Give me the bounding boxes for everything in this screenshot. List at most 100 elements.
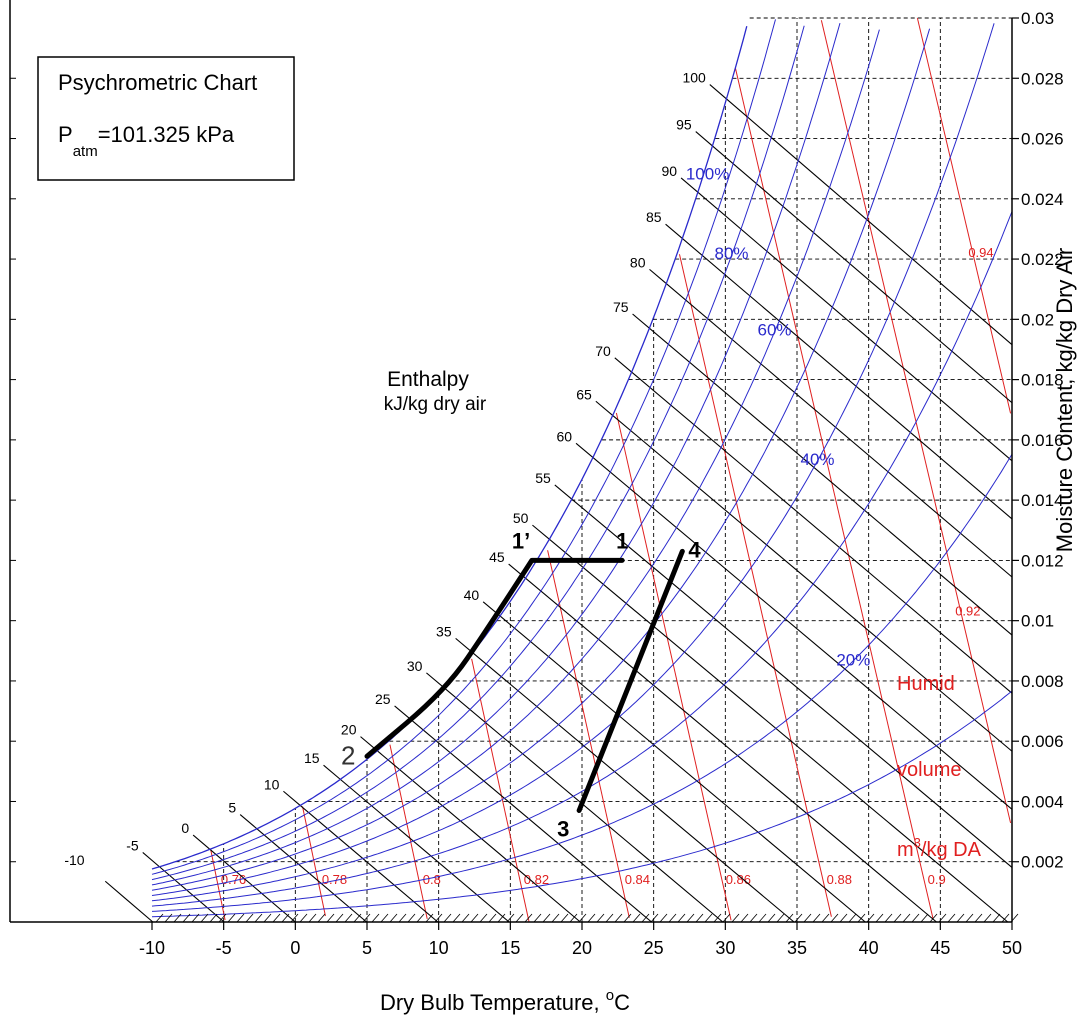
x-tick-label: 20	[572, 938, 592, 958]
enthalpy-tick-label: 10	[264, 776, 280, 792]
enthalpy-extension	[649, 268, 667, 285]
baseline-hatch	[191, 913, 200, 923]
rh-curve	[151, 453, 1013, 912]
enthalpy-tick-label: 15	[304, 750, 320, 766]
baseline-hatch	[740, 913, 749, 923]
rh-curve	[151, 19, 776, 875]
baseline-hatch	[281, 913, 290, 923]
enthalpy-extension	[665, 223, 683, 239]
enthalpy-line	[104, 880, 154, 923]
humid-volume-label: Humid	[897, 673, 955, 695]
rh-curve	[151, 28, 931, 896]
baseline-hatch	[641, 913, 650, 923]
humid-volume-value-label: 0.82	[524, 872, 549, 887]
baseline-hatch	[767, 913, 776, 923]
baseline-hatch	[200, 913, 209, 923]
baseline-hatch	[272, 913, 281, 923]
enthalpy-tick-label: 100	[682, 70, 706, 86]
humid-volume-value-label: 0.84	[625, 872, 650, 887]
baseline-hatch	[452, 913, 461, 923]
title-box	[37, 56, 295, 181]
enthalpy-label: Enthalpy	[387, 368, 469, 391]
relative-humidity-curves	[151, 19, 1013, 918]
x-tick-label: 0	[290, 938, 300, 958]
x-axis-label-sup: o	[606, 987, 614, 1004]
enthalpy-tick-label: 35	[436, 623, 452, 639]
baseline-hatch	[326, 913, 335, 923]
baseline-hatch	[596, 913, 605, 923]
pressure-value: =101.325 kPa	[98, 122, 235, 147]
baseline-hatch	[614, 913, 623, 923]
enthalpy-line	[299, 805, 439, 923]
rh-label: 40%	[801, 450, 835, 469]
y-tick-label: 0.026	[1021, 130, 1064, 149]
process-paths: 1 1’ 2 3 4	[341, 528, 701, 841]
humid-volume-line	[302, 806, 326, 917]
baseline-hatch	[506, 913, 515, 923]
enthalpy-line	[159, 866, 225, 923]
enthalpy-tick-label: -5	[126, 837, 139, 853]
baseline-hatch	[290, 913, 299, 923]
process-path-cooling-dehumidification	[364, 557, 625, 759]
baseline-hatch	[803, 913, 812, 923]
humid-volume-lines: 0.76 0.78 0.8 0.82 0.84 0.86 0.88 0.9 0.92 0.94	[210, 17, 1012, 922]
rh-curve	[151, 23, 995, 902]
baseline-hatch	[155, 913, 164, 923]
y-tick-label: 0.03	[1021, 9, 1054, 28]
enthalpy-tick-label: 70	[595, 343, 611, 359]
rh-label: 100%	[686, 164, 729, 183]
process-point-label: 2	[341, 740, 355, 770]
rh-curve	[151, 29, 880, 891]
baseline-hatch	[902, 913, 911, 923]
pressure-symbol: P	[58, 122, 73, 147]
y-tick-label: 0.008	[1021, 672, 1064, 691]
baseline-hatch	[956, 913, 965, 923]
baseline-hatch	[677, 913, 686, 923]
baseline-hatch	[830, 913, 839, 923]
baseline-hatch	[974, 913, 983, 923]
rh-curve	[151, 22, 841, 886]
enthalpy-extension	[595, 400, 614, 416]
humid-volume-line	[389, 744, 428, 919]
baseline-hatch	[893, 913, 902, 923]
humid-volume-label-2: volume	[897, 759, 961, 781]
baseline-hatch	[965, 913, 974, 923]
rh-curve	[151, 690, 1013, 918]
baseline-hatch	[623, 913, 632, 923]
baseline-hatch	[839, 913, 848, 923]
baseline-hatch	[848, 913, 857, 923]
y-tick-label: 0.01	[1021, 612, 1054, 631]
rh-curve	[151, 211, 1013, 907]
enthalpy-line	[472, 652, 795, 923]
baseline-hatch	[551, 913, 560, 923]
enthalpy-extension	[239, 814, 258, 830]
y-axis-label: Moisture Content, kg/kg Dry Air	[1052, 248, 1077, 552]
baseline-hatch	[722, 913, 731, 923]
baseline-hatch	[488, 913, 497, 923]
enthalpy-line	[525, 577, 937, 923]
baseline-hatch	[263, 913, 272, 923]
y-tick-label: 0.016	[1021, 431, 1064, 450]
process-point-label: 4	[688, 537, 701, 562]
y-tick-label: 0.022	[1021, 250, 1064, 269]
baseline-hatch	[236, 913, 245, 923]
volume-unit-rest: /kg DA	[921, 839, 982, 861]
baseline-hatch	[731, 913, 740, 923]
baseline-hatch	[407, 913, 416, 923]
baseline-hatch	[929, 913, 938, 923]
enthalpy-tick-label: 40	[464, 587, 480, 603]
baseline-hatch	[425, 913, 434, 923]
baseline-hatch	[542, 913, 551, 923]
rh-label: 20%	[836, 651, 870, 670]
baseline-hatch	[335, 913, 344, 923]
enthalpy-tick-label: 60	[556, 428, 572, 444]
y-tick-label: 0.002	[1021, 853, 1064, 872]
rh-label: 80%	[715, 244, 749, 263]
enthalpy-line	[256, 828, 367, 923]
baseline-hatch	[704, 913, 713, 923]
enthalpy-unit-label: kJ/kg dry air	[384, 394, 487, 415]
enthalpy-line	[631, 371, 1013, 694]
enthalpy-tick-label: 55	[535, 470, 551, 486]
baseline-hatch	[443, 913, 452, 923]
baseline-hatch	[398, 913, 407, 923]
